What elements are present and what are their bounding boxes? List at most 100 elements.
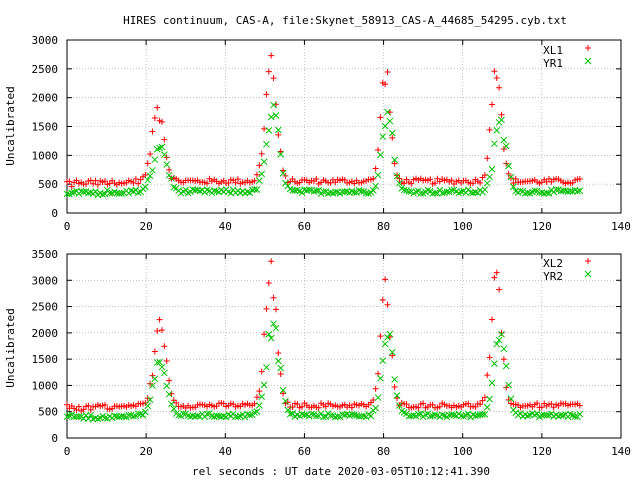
data-point — [432, 180, 439, 187]
data-point — [179, 410, 187, 418]
data-point — [493, 340, 501, 348]
data-point — [135, 180, 142, 187]
legend-label-yr1: YR1 — [543, 57, 563, 70]
data-point — [538, 404, 545, 411]
data-point — [156, 358, 163, 366]
data-point — [275, 131, 282, 138]
data-point — [552, 186, 560, 193]
bottom-legend: XL2 YR2 — [543, 257, 563, 283]
data-point — [203, 410, 211, 418]
data-point — [156, 144, 163, 152]
data-point — [469, 189, 477, 197]
data-point — [479, 397, 486, 404]
data-point — [379, 296, 386, 303]
data-point — [391, 376, 399, 383]
data-point — [263, 140, 270, 148]
data-point — [403, 401, 410, 408]
data-point — [194, 412, 201, 420]
data-point — [92, 188, 99, 195]
data-point — [517, 187, 524, 195]
data-point — [166, 166, 173, 173]
data-point — [372, 182, 380, 190]
data-point — [507, 175, 514, 182]
data-point — [386, 330, 394, 338]
data-point — [408, 180, 415, 187]
data-point — [524, 412, 531, 420]
data-point — [386, 117, 394, 125]
data-point — [384, 333, 391, 341]
legend-label-yr2: YR2 — [543, 270, 563, 283]
data-point — [282, 397, 289, 405]
data-point — [160, 369, 168, 377]
data-point — [420, 400, 427, 407]
data-point — [90, 180, 97, 187]
data-point — [277, 151, 285, 158]
data-point — [253, 408, 261, 416]
chart-title: HIRES continuum, CAS-A, file:Skynet_5891… — [123, 14, 567, 27]
data-point — [505, 162, 512, 170]
top-panel: Uncalibrated XL1 YR1 0 20 40 60 80 100 120 1400… — [4, 34, 631, 233]
data-point — [534, 400, 541, 407]
data-point — [225, 180, 232, 187]
data-point — [251, 400, 258, 407]
data-point — [277, 364, 285, 372]
data-point — [443, 188, 451, 196]
data-point — [488, 101, 495, 108]
legend-marker-xl1 — [585, 45, 591, 51]
data-point — [422, 411, 429, 419]
data-point — [272, 112, 280, 119]
data-point — [505, 170, 512, 177]
data-point — [394, 172, 401, 179]
data-point — [384, 69, 391, 76]
data-point — [379, 357, 387, 365]
y-tick-label: 2000 — [32, 327, 59, 340]
x-tick-label: 60 — [298, 220, 311, 233]
data-point — [424, 186, 432, 194]
top-legend: XL1 YR1 — [543, 44, 563, 70]
data-point — [268, 52, 275, 59]
data-point — [360, 412, 368, 420]
data-point — [68, 183, 75, 190]
top-y-axis-label: Uncalibrated — [4, 86, 17, 165]
data-point — [322, 403, 329, 410]
data-point — [312, 412, 320, 420]
data-point — [101, 401, 108, 408]
data-point — [543, 411, 550, 419]
x-tick-label: 120 — [532, 220, 552, 233]
data-point — [481, 172, 488, 179]
data-point — [232, 179, 239, 186]
data-point — [450, 411, 458, 419]
axes: 0 20 40 60 80 100 120 140 0 500 1000 1500 2000 2500 30… — [32, 248, 631, 458]
data-point — [258, 150, 265, 157]
data-point — [158, 363, 166, 371]
data-point — [144, 395, 151, 402]
data-point — [305, 186, 313, 194]
data-point — [502, 142, 510, 150]
bottom-panel: Uncalibrated XL2 YR2 0 20 40 60 80 100 120 1400… — [4, 248, 631, 458]
data-point — [571, 413, 579, 420]
data-point — [315, 404, 322, 411]
data-point — [151, 348, 158, 355]
data-point — [255, 177, 263, 185]
data-point — [382, 276, 389, 283]
data-point — [315, 186, 323, 194]
y-tick-label: 0 — [51, 432, 58, 445]
data-point — [275, 350, 282, 357]
data-point — [491, 360, 498, 367]
data-point — [405, 188, 413, 195]
data-point — [244, 188, 251, 196]
x-tick-label: 0 — [64, 445, 71, 458]
data-point — [429, 401, 436, 408]
data-point — [574, 188, 581, 195]
data-point — [149, 166, 156, 174]
data-point — [146, 396, 154, 404]
data-point — [139, 411, 147, 419]
data-point — [284, 406, 292, 414]
data-point — [253, 394, 260, 401]
data-point — [470, 180, 477, 187]
data-point — [272, 306, 279, 313]
data-point — [87, 406, 94, 413]
data-point — [327, 412, 334, 419]
data-point — [472, 403, 479, 410]
